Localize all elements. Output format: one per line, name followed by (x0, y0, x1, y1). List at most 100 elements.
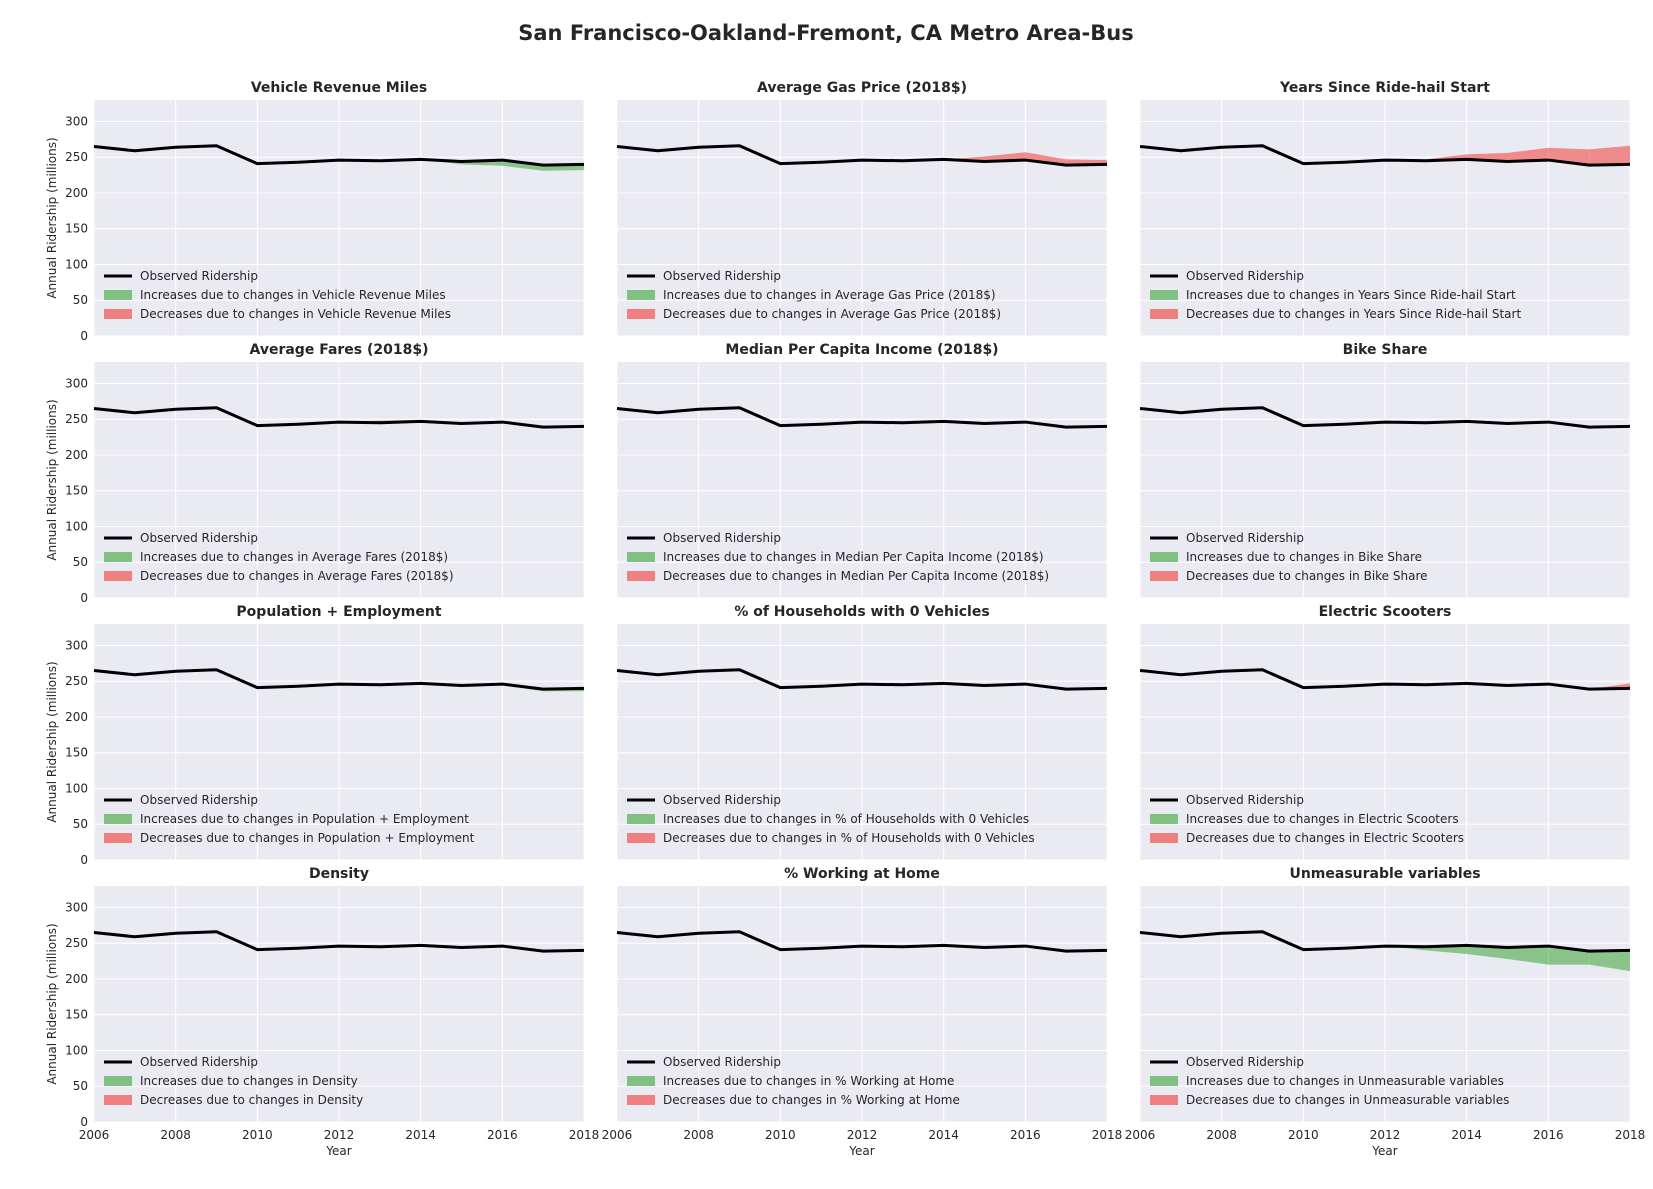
increase-area (1507, 946, 1549, 965)
legend-swatch-increase (104, 290, 132, 300)
legend-label-decrease: Decreases due to changes in Unmeasurable… (1186, 1093, 1509, 1107)
y-tick-label: 100 (65, 257, 88, 271)
legend-swatch-increase (627, 1076, 655, 1086)
y-tick-label: 0 (80, 853, 88, 867)
x-axis-label: Year (1371, 1144, 1397, 1158)
observed-ridership-line (1139, 406, 1631, 429)
x-tick-label: 2010 (1288, 1128, 1319, 1142)
panel-11: % Working at Home 2006 2008 2010 2012 2014 201… (602, 866, 1123, 1158)
y-tick-label: 150 (65, 484, 88, 498)
legend-swatch-increase (1150, 814, 1178, 824)
y-tick-label: 50 (73, 1079, 88, 1093)
legend-label-observed: Observed Ridership (1186, 793, 1304, 807)
legend-swatch-decrease (104, 1095, 132, 1105)
y-tick-label: 150 (65, 746, 88, 760)
legend-swatch-increase (627, 814, 655, 824)
legend-label-observed: Observed Ridership (663, 269, 781, 283)
y-tick-label: 0 (80, 1115, 88, 1129)
legend-swatch-increase (1150, 290, 1178, 300)
panel-6: Bike Share Observed Ridership Increases du… (1139, 342, 1631, 599)
legend-swatch-decrease (104, 309, 132, 319)
y-tick-label: 200 (65, 448, 88, 462)
x-tick-label: 2008 (1206, 1128, 1237, 1142)
legend-swatch-decrease (1150, 309, 1178, 319)
legend-swatch-decrease (1150, 571, 1178, 581)
increase-area (1466, 945, 1508, 959)
x-tick-label: 2014 (928, 1128, 959, 1142)
y-axis-label: Annual Ridership (millions) (45, 661, 59, 822)
legend-swatch-increase (627, 552, 655, 562)
x-tick-label: 2014 (405, 1128, 436, 1142)
legend-label-increase: Increases due to changes in Density (140, 1074, 358, 1088)
legend-label-decrease: Decreases due to changes in Average Fare… (140, 569, 454, 583)
x-tick-label: 2006 (602, 1128, 633, 1142)
panel-7: Population + Employment 0 50 100 150 200 250 30… (45, 604, 585, 867)
y-tick-label: 0 (80, 591, 88, 605)
legend-label-observed: Observed Ridership (140, 793, 258, 807)
legend-label-increase: Increases due to changes in Electric Sco… (1186, 812, 1459, 826)
legend-label-increase: Increases due to changes in Vehicle Reve… (140, 288, 446, 302)
legend-swatch-increase (627, 290, 655, 300)
legend-label-decrease: Decreases due to changes in Density (140, 1093, 363, 1107)
y-tick-label: 100 (65, 781, 88, 795)
panel-12: Unmeasurable variables 2006 2008 2010 2012 20… (1125, 866, 1646, 1158)
y-tick-label: 200 (65, 972, 88, 986)
observed-ridership-line (616, 668, 1108, 691)
y-tick-label: 300 (65, 376, 88, 390)
legend-swatch-increase (104, 1076, 132, 1086)
panel-title: Average Fares (2018$) (250, 342, 429, 358)
y-tick-label: 150 (65, 222, 88, 236)
y-axis-label: Annual Ridership (millions) (45, 923, 59, 1084)
observed-ridership-line (93, 930, 585, 953)
panel-title: Electric Scooters (1319, 604, 1452, 620)
observed-ridership-line (616, 406, 1108, 429)
legend-label-observed: Observed Ridership (140, 531, 258, 545)
x-tick-label: 2010 (242, 1128, 273, 1142)
y-tick-label: 200 (65, 186, 88, 200)
y-tick-label: 300 (65, 114, 88, 128)
panel-1: Vehicle Revenue Miles 0 50 100 150 200 250 300 A… (45, 80, 585, 343)
legend-swatch-decrease (627, 1095, 655, 1105)
legend-label-increase: Increases due to changes in Average Gas … (663, 288, 996, 302)
legend-label-decrease: Decreases due to changes in % of Househo… (663, 831, 1035, 845)
x-axis-label: Year (325, 1144, 351, 1158)
legend-label-increase: Increases due to changes in Median Per C… (663, 550, 1044, 564)
y-tick-label: 50 (73, 293, 88, 307)
observed-ridership-line (93, 406, 585, 429)
legend-label-observed: Observed Ridership (1186, 531, 1304, 545)
legend-label-decrease: Decreases due to changes in % Working at… (663, 1093, 960, 1107)
panel-5: Median Per Capita Income (2018$) Observed… (616, 342, 1108, 599)
legend-label-observed: Observed Ridership (663, 1055, 781, 1069)
legend-swatch-decrease (104, 833, 132, 843)
y-tick-label: 100 (65, 519, 88, 533)
legend-swatch-increase (104, 552, 132, 562)
legend-label-decrease: Decreases due to changes in Electric Sco… (1186, 831, 1464, 845)
panel-title: % Working at Home (784, 866, 940, 882)
legend-swatch-decrease (627, 571, 655, 581)
decrease-area (1589, 145, 1630, 166)
y-tick-label: 300 (65, 638, 88, 652)
legend-label-observed: Observed Ridership (663, 793, 781, 807)
legend-label-decrease: Decreases due to changes in Average Gas … (663, 307, 1001, 321)
y-tick-label: 50 (73, 817, 88, 831)
y-tick-label: 300 (65, 900, 88, 914)
panel-title: Density (309, 866, 369, 882)
legend-label-decrease: Decreases due to changes in Median Per C… (663, 569, 1049, 583)
panel-title: Median Per Capita Income (2018$) (725, 342, 998, 358)
decrease-area (1025, 152, 1067, 166)
legend-label-increase: Increases due to changes in Unmeasurable… (1186, 1074, 1504, 1088)
legend-label-observed: Observed Ridership (663, 531, 781, 545)
y-axis-label: Annual Ridership (millions) (45, 137, 59, 298)
y-tick-label: 0 (80, 329, 88, 343)
legend-label-increase: Increases due to changes in % Working at… (663, 1074, 954, 1088)
increase-area (1589, 950, 1630, 972)
x-tick-label: 2014 (1451, 1128, 1482, 1142)
y-tick-label: 250 (65, 150, 88, 164)
legend-swatch-increase (104, 814, 132, 824)
panel-title: Bike Share (1343, 342, 1428, 358)
legend-label-increase: Increases due to changes in Average Fare… (140, 550, 448, 564)
panel-10: Density 0 50 100 150 200 250 300 Annual Ridershi… (45, 866, 599, 1158)
x-tick-label: 2008 (683, 1128, 714, 1142)
decrease-area (1507, 147, 1549, 162)
